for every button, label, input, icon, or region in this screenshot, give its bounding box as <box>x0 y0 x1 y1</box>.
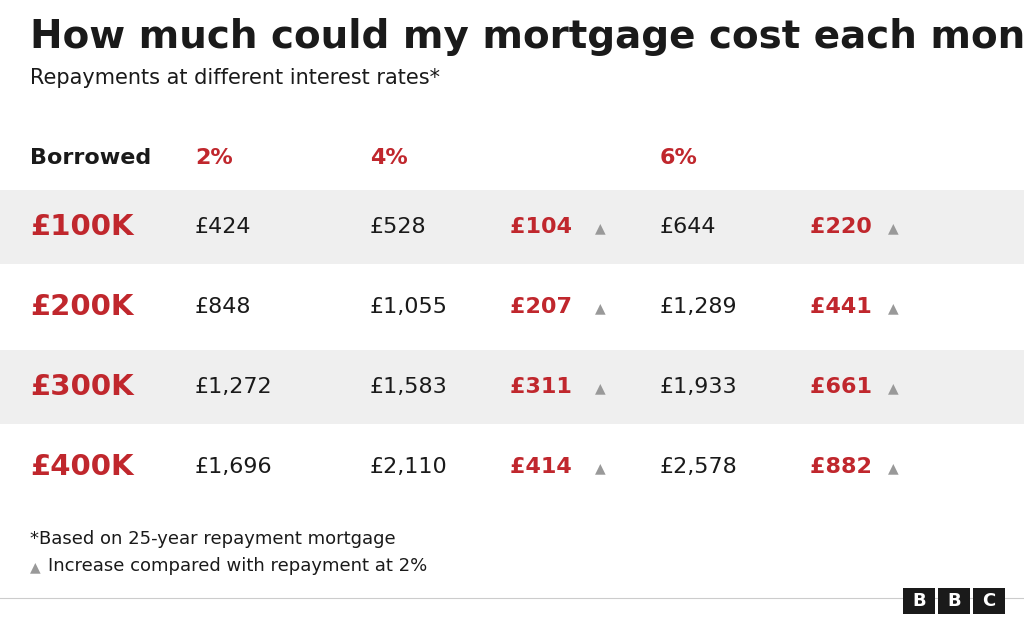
Text: £882: £882 <box>810 457 880 477</box>
Bar <box>973 588 1005 614</box>
Text: Borrowed: Borrowed <box>30 148 152 168</box>
Bar <box>0 350 1024 424</box>
Bar <box>903 588 935 614</box>
Text: How much could my mortgage cost each month?: How much could my mortgage cost each mon… <box>30 18 1024 56</box>
Text: ▲: ▲ <box>595 381 605 395</box>
Text: ▲: ▲ <box>595 461 605 475</box>
Text: £414: £414 <box>510 457 580 477</box>
Text: ▲: ▲ <box>888 461 899 475</box>
Text: £1,696: £1,696 <box>195 457 272 477</box>
Text: £207: £207 <box>510 297 580 317</box>
Text: £104: £104 <box>510 217 580 237</box>
Text: £300K: £300K <box>30 373 133 401</box>
Text: ▲: ▲ <box>30 560 41 574</box>
Text: £1,583: £1,583 <box>370 377 447 397</box>
Text: £311: £311 <box>510 377 580 397</box>
Bar <box>0 430 1024 504</box>
Text: Repayments at different interest rates*: Repayments at different interest rates* <box>30 68 440 88</box>
Text: £2,578: £2,578 <box>660 457 737 477</box>
Text: ▲: ▲ <box>888 381 899 395</box>
Bar <box>938 588 970 614</box>
Text: B: B <box>947 592 961 610</box>
Text: B: B <box>912 592 926 610</box>
Text: £1,055: £1,055 <box>370 297 449 317</box>
Text: ▲: ▲ <box>595 221 605 235</box>
Text: 6%: 6% <box>660 148 698 168</box>
Text: ▲: ▲ <box>888 301 899 315</box>
Text: £644: £644 <box>660 217 717 237</box>
Text: *Based on 25-year repayment mortgage: *Based on 25-year repayment mortgage <box>30 530 395 548</box>
Text: ▲: ▲ <box>595 301 605 315</box>
Text: £1,933: £1,933 <box>660 377 737 397</box>
Text: £441: £441 <box>810 297 880 317</box>
Bar <box>0 270 1024 344</box>
Text: £100K: £100K <box>30 213 133 241</box>
Text: £1,272: £1,272 <box>195 377 272 397</box>
Text: £400K: £400K <box>30 453 133 481</box>
Text: £1,289: £1,289 <box>660 297 737 317</box>
Text: £424: £424 <box>195 217 252 237</box>
Text: £220: £220 <box>810 217 880 237</box>
Text: ▲: ▲ <box>888 221 899 235</box>
Bar <box>0 190 1024 264</box>
Text: £661: £661 <box>810 377 880 397</box>
Text: £528: £528 <box>370 217 427 237</box>
Text: 4%: 4% <box>370 148 408 168</box>
Text: £848: £848 <box>195 297 252 317</box>
Text: £200K: £200K <box>30 293 133 321</box>
Text: 2%: 2% <box>195 148 232 168</box>
Text: £2,110: £2,110 <box>370 457 447 477</box>
Text: Increase compared with repayment at 2%: Increase compared with repayment at 2% <box>48 557 427 575</box>
Text: C: C <box>982 592 995 610</box>
